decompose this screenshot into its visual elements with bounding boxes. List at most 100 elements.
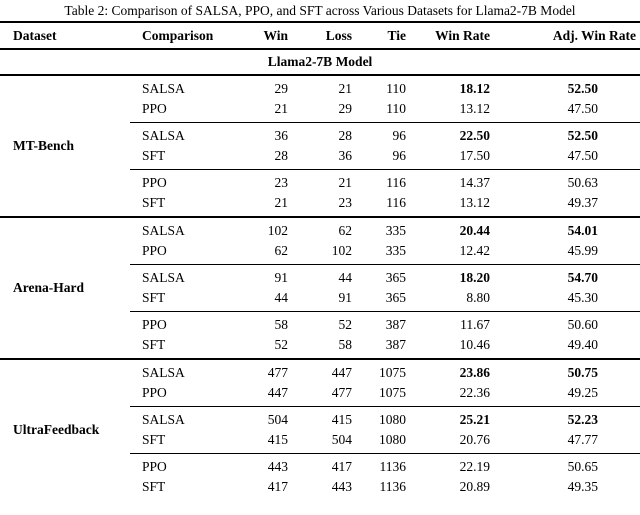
win-cell: 44: [274, 290, 289, 305]
tie-cell: 387: [385, 337, 406, 352]
table-row: SFT 44 91 365 8.80 45.30: [130, 288, 640, 308]
table-row: PPO 62 102 335 12.42 45.99: [130, 241, 640, 261]
table-row: SALSA 477 447 1075 23.86 50.75: [130, 363, 640, 383]
loss-cell: 447: [331, 365, 352, 380]
win-rate-cell: 20.44: [459, 223, 490, 238]
loss-cell: 415: [331, 412, 352, 427]
win-cell: 29: [274, 81, 289, 96]
comparison-cell: SALSA: [142, 412, 185, 427]
adj-win-rate-cell: 49.25: [567, 385, 598, 400]
dataset-group: Arena-Hard SALSA 102 62 335 20.44 54.01 PPO 62 10…: [0, 218, 640, 360]
comparison-cell: SFT: [142, 195, 166, 210]
dataset-group: UltraFeedback SALSA 477 447 1075 23.86 50.75 PP…: [0, 360, 640, 500]
tie-cell: 1080: [379, 432, 406, 447]
win-rate-cell: 18.12: [459, 81, 490, 96]
comparison-pairs: SALSA 477 447 1075 23.86 50.75 PPO 447 477 1075 22…: [130, 360, 640, 500]
win-rate-cell: 11.67: [460, 317, 490, 332]
comparison-cell: SFT: [142, 290, 166, 305]
win-cell: 62: [274, 243, 289, 258]
tie-cell: 335: [385, 223, 406, 238]
tie-cell: 365: [385, 290, 406, 305]
comparison-cell: SFT: [142, 479, 166, 494]
win-rate-cell: 13.12: [459, 101, 490, 116]
table-row: SFT 28 36 96 17.50 47.50: [130, 146, 640, 166]
adj-win-rate-cell: 47.50: [567, 148, 598, 163]
loss-cell: 44: [338, 270, 353, 285]
win-cell: 52: [274, 337, 289, 352]
win-rate-cell: 20.89: [459, 479, 490, 494]
column-header-dataset: Dataset: [13, 27, 57, 43]
table-row: SFT 21 23 116 13.12 49.37: [130, 193, 640, 213]
column-header-comparison: Comparison: [142, 27, 214, 43]
tie-cell: 387: [385, 317, 406, 332]
loss-cell: 29: [338, 101, 353, 116]
comparison-cell: PPO: [142, 385, 167, 400]
win-cell: 477: [267, 365, 288, 380]
win-rate-cell: 23.86: [459, 365, 490, 380]
table-row: SALSA 504 415 1080 25.21 52.23: [130, 410, 640, 430]
table-row: SALSA 36 28 96 22.50 52.50: [130, 126, 640, 146]
tie-cell: 335: [385, 243, 406, 258]
win-cell: 443: [267, 459, 288, 474]
comparison-pairs: SALSA 29 21 110 18.12 52.50 PPO 21 29 110 13.12 47.…: [130, 76, 640, 216]
win-rate-cell: 13.12: [459, 195, 490, 210]
loss-cell: 21: [338, 175, 353, 190]
tie-cell: 96: [392, 128, 407, 143]
adj-win-rate-cell: 47.50: [567, 101, 598, 116]
tie-cell: 110: [386, 101, 406, 116]
loss-cell: 443: [331, 479, 352, 494]
table-header-row: Dataset Comparison Win Loss Tie Win Rate…: [0, 23, 640, 50]
column-header-adj-win-rate: Adj. Win Rate: [552, 27, 636, 43]
tie-cell: 1136: [379, 459, 407, 474]
tie-cell: 365: [385, 270, 406, 285]
adj-win-rate-cell: 45.99: [567, 243, 598, 258]
dataset-label: UltraFeedback: [13, 422, 100, 437]
tie-cell: 1075: [379, 385, 406, 400]
adj-win-rate-cell: 50.63: [567, 175, 598, 190]
win-rate-cell: 18.20: [459, 270, 490, 285]
comparison-cell: PPO: [142, 243, 167, 258]
model-section-header: Llama2-7B Model: [0, 50, 640, 76]
win-cell: 415: [267, 432, 288, 447]
comparison-cell: SALSA: [142, 128, 185, 143]
win-rate-cell: 22.50: [459, 128, 490, 143]
comparison-pair: SALSA 102 62 335 20.44 54.01 PPO 62 102 335 12.42 4…: [130, 218, 640, 264]
column-header-tie: Tie: [387, 27, 406, 43]
adj-win-rate-cell: 54.01: [567, 223, 598, 238]
tie-cell: 116: [386, 175, 406, 190]
win-rate-cell: 10.46: [459, 337, 490, 352]
win-rate-cell: 12.42: [459, 243, 490, 258]
win-rate-cell: 22.36: [459, 385, 490, 400]
adj-win-rate-cell: 49.40: [567, 337, 598, 352]
comparison-cell: PPO: [142, 101, 167, 116]
adj-win-rate-cell: 52.50: [567, 128, 598, 143]
comparison-pair: SALSA 477 447 1075 23.86 50.75 PPO 447 477 1075 22…: [130, 360, 640, 406]
win-cell: 447: [267, 385, 288, 400]
table-row: SFT 52 58 387 10.46 49.40: [130, 335, 640, 355]
adj-win-rate-cell: 54.70: [567, 270, 598, 285]
win-rate-cell: 8.80: [466, 290, 490, 305]
comparison-pair: SALSA 36 28 96 22.50 52.50 SFT 28 36 96 17.50 47.50: [130, 122, 640, 169]
dataset-label: Arena-Hard: [13, 280, 84, 295]
loss-cell: 28: [338, 128, 353, 143]
win-cell: 36: [274, 128, 289, 143]
table-row: PPO 443 417 1136 22.19 50.65: [130, 457, 640, 477]
loss-cell: 102: [331, 243, 352, 258]
win-rate-cell: 14.37: [459, 175, 490, 190]
table-row: SALSA 102 62 335 20.44 54.01: [130, 221, 640, 241]
win-cell: 23: [274, 175, 289, 190]
comparison-cell: PPO: [142, 175, 167, 190]
table-row: PPO 23 21 116 14.37 50.63: [130, 173, 640, 193]
column-header-win-rate: Win Rate: [435, 27, 490, 43]
comparison-cell: PPO: [142, 317, 167, 332]
comparison-pair: SALSA 91 44 365 18.20 54.70 SFT 44 91 365 8.80 45.3…: [130, 264, 640, 311]
win-cell: 417: [267, 479, 288, 494]
table-row: SALSA 29 21 110 18.12 52.50: [130, 79, 640, 99]
adj-win-rate-cell: 49.37: [567, 195, 598, 210]
comparison-cell: SALSA: [142, 81, 185, 96]
tie-cell: 110: [386, 81, 406, 96]
dataset-label: MT-Bench: [13, 138, 75, 153]
win-rate-cell: 22.19: [459, 459, 490, 474]
loss-cell: 36: [338, 148, 353, 163]
